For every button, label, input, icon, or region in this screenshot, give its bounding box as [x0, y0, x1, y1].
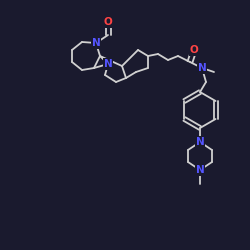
Text: N: N: [92, 38, 100, 48]
Text: N: N: [198, 63, 206, 73]
Text: N: N: [196, 165, 204, 175]
Text: O: O: [104, 17, 112, 27]
Text: O: O: [190, 45, 198, 55]
Text: N: N: [196, 137, 204, 147]
Text: N: N: [104, 59, 112, 69]
